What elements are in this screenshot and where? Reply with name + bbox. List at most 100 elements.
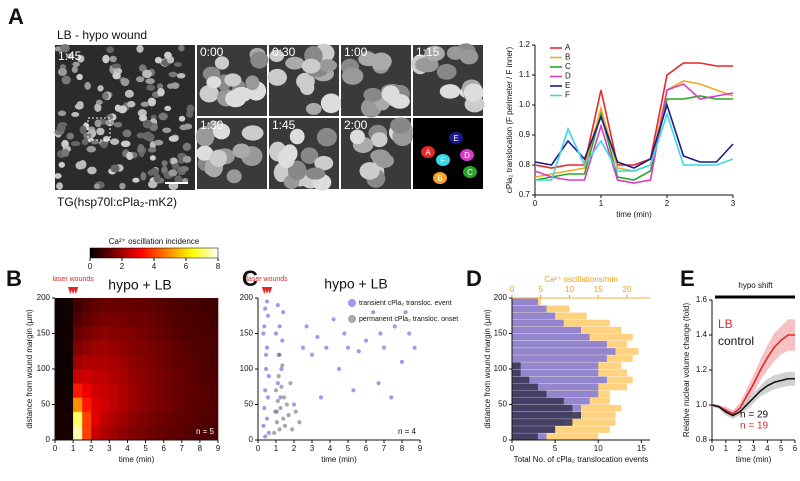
nucleus [199, 85, 219, 103]
nucleus [168, 71, 178, 78]
nucleus [305, 102, 322, 115]
heat-cell [199, 340, 210, 356]
nucleus [150, 167, 159, 176]
heat-cell [91, 340, 101, 356]
nucleus [305, 167, 326, 180]
heat-cell [181, 397, 192, 412]
y-tick-label: 200 [240, 293, 254, 302]
nucleus [301, 58, 321, 74]
point [276, 374, 281, 379]
heat-cell [82, 312, 92, 327]
heat-cell [55, 312, 65, 327]
x-tick-label: 2 [737, 444, 742, 453]
heat-cell [109, 397, 119, 412]
nucleus [60, 43, 70, 53]
x-tick-label: 7 [180, 444, 185, 453]
nucleus [90, 139, 99, 145]
point [275, 398, 280, 404]
heat-cell [109, 411, 119, 427]
heat-cell [55, 340, 65, 356]
point [264, 352, 269, 357]
nucleus [142, 69, 152, 79]
point [281, 310, 286, 315]
nucleus [56, 182, 63, 190]
nucleus [196, 128, 215, 147]
heat-cell [136, 397, 146, 412]
heat-cell [145, 397, 155, 412]
bar [512, 433, 538, 440]
nucleus [81, 138, 89, 146]
heat-cell [91, 298, 101, 313]
heat-cell [199, 383, 210, 398]
nucleus [154, 56, 162, 64]
heat-cell [91, 312, 101, 327]
heat-cell [64, 298, 74, 313]
point [261, 331, 266, 336]
nucleus [358, 52, 380, 67]
heat-cell [136, 411, 146, 427]
nucleus [96, 127, 105, 136]
heat-cell [100, 340, 110, 356]
x-axis-label: Total No. of cPla₂ translocation events [514, 455, 649, 464]
point [356, 349, 361, 354]
panel-label: E [680, 266, 695, 291]
legend-label: control [718, 334, 754, 348]
heat-cell [208, 425, 219, 441]
heat-cell [145, 425, 155, 441]
bar [512, 376, 607, 384]
nucleus [97, 85, 104, 92]
point [363, 338, 369, 343]
heat-cell [136, 425, 146, 441]
point [290, 427, 295, 432]
nucleus [349, 129, 365, 145]
point [263, 388, 268, 393]
nucleus [54, 173, 62, 179]
nucleus [136, 132, 146, 139]
y-tick-label: 150 [494, 329, 508, 338]
legend-label: C [565, 62, 571, 71]
nucleus [119, 182, 126, 190]
heat-cell [163, 340, 174, 356]
nucleus [126, 151, 134, 161]
point [266, 430, 271, 435]
nucleus [168, 135, 179, 142]
point [324, 345, 329, 350]
nucleus [102, 54, 110, 64]
nucleus [136, 44, 144, 53]
legend-label: B [565, 53, 570, 62]
heat-cell [145, 354, 155, 370]
x-tick-label: 2 [120, 262, 125, 271]
heat-cell [172, 354, 183, 370]
heat-cell [118, 383, 128, 398]
nucleus [170, 157, 178, 165]
x-tick-label: 8 [400, 444, 405, 453]
point [392, 324, 397, 329]
nucleus [209, 149, 228, 168]
point [293, 409, 298, 414]
heat-cell [127, 354, 137, 370]
point [371, 310, 376, 315]
x-tick-label: 6 [364, 444, 369, 453]
chart-title: hypo + LB [108, 277, 171, 293]
bar [512, 390, 547, 398]
y-tick-label: 1.1 [519, 70, 531, 79]
heat-cell [181, 354, 192, 370]
heat-cell [172, 312, 183, 327]
heat-cell [100, 312, 110, 327]
point [278, 405, 283, 411]
y-tick-label: 1.4 [696, 330, 708, 339]
nucleus [120, 77, 130, 87]
point [262, 324, 267, 329]
heat-cell [73, 383, 83, 398]
nucleus [164, 51, 172, 59]
nucleus [71, 111, 80, 118]
nucleus [153, 173, 161, 183]
nucleus [166, 83, 175, 89]
heat-cell [91, 383, 101, 398]
nucleus [318, 59, 338, 72]
error-band [712, 371, 795, 419]
nucleus [277, 148, 295, 169]
cell-label: A [425, 148, 431, 157]
heat-cell [208, 326, 219, 341]
heat-cell [127, 312, 137, 327]
